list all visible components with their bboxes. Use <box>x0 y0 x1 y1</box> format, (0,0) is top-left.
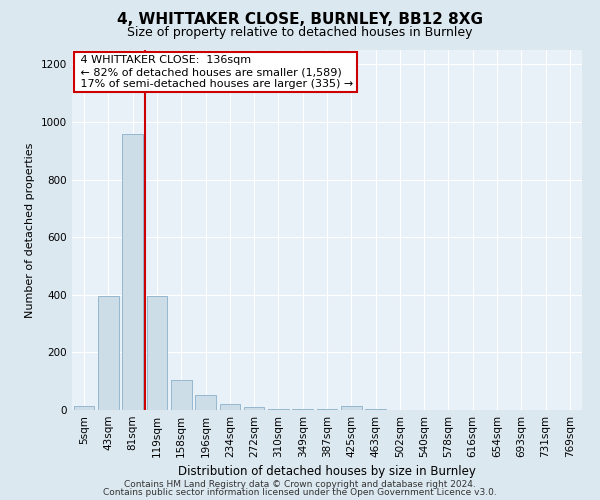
Text: 4, WHITTAKER CLOSE, BURNLEY, BB12 8XG: 4, WHITTAKER CLOSE, BURNLEY, BB12 8XG <box>117 12 483 28</box>
Bar <box>74 406 94 410</box>
Text: Contains public sector information licensed under the Open Government Licence v3: Contains public sector information licen… <box>103 488 497 497</box>
Text: Size of property relative to detached houses in Burnley: Size of property relative to detached ho… <box>127 26 473 39</box>
Bar <box>220 404 240 410</box>
Bar <box>146 296 167 410</box>
Bar <box>171 380 191 410</box>
X-axis label: Distribution of detached houses by size in Burnley: Distribution of detached houses by size … <box>178 466 476 478</box>
Y-axis label: Number of detached properties: Number of detached properties <box>25 142 35 318</box>
Text: 4 WHITTAKER CLOSE:  136sqm
 ← 82% of detached houses are smaller (1,589)
 17% of: 4 WHITTAKER CLOSE: 136sqm ← 82% of detac… <box>77 56 353 88</box>
Bar <box>98 296 119 410</box>
Bar <box>195 395 216 410</box>
Bar <box>244 407 265 410</box>
Bar <box>122 134 143 410</box>
Bar <box>341 406 362 410</box>
Text: Contains HM Land Registry data © Crown copyright and database right 2024.: Contains HM Land Registry data © Crown c… <box>124 480 476 489</box>
